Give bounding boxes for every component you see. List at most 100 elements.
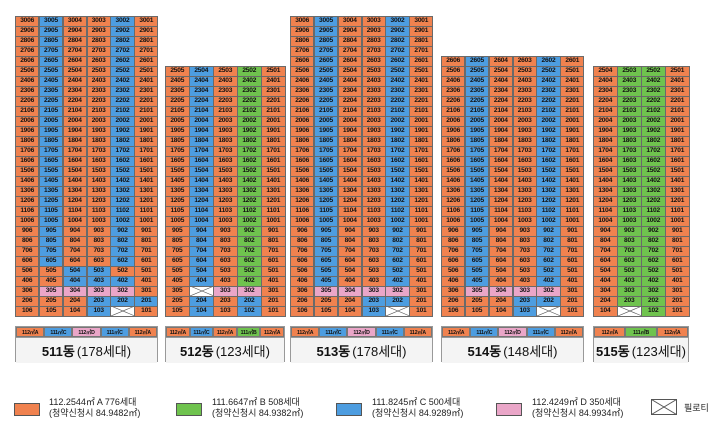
unit-cell: 1903 <box>86 126 111 137</box>
unit-cell: 2304 <box>337 86 362 97</box>
unit-cell: 2804 <box>62 36 87 47</box>
unit-cell: 1203 <box>361 196 386 207</box>
unit-cell: 105 <box>165 306 190 317</box>
unit-cell: 2001 <box>665 116 690 127</box>
unit-cell: 1404 <box>488 176 513 187</box>
unit-cell: 1802 <box>536 136 561 147</box>
unit-cell: 2604 <box>337 56 362 67</box>
unit-cell: 1202 <box>385 196 410 207</box>
unit-cell: 2001 <box>261 116 286 127</box>
unit-cell: 1304 <box>337 186 362 197</box>
unit-cell: 1104 <box>488 206 513 217</box>
unit-cell: 1804 <box>593 136 618 147</box>
unit-cell: 304 <box>337 286 362 297</box>
unit-cell: 2404 <box>62 76 87 87</box>
unit-cell: 2505 <box>165 66 190 77</box>
unit-cell: 1204 <box>488 196 513 207</box>
unit-type-label: 112㎡A <box>594 327 626 337</box>
unit-cell: 2304 <box>62 86 87 97</box>
unit-cell: 2501 <box>560 66 585 77</box>
unit-cell: 2506 <box>15 66 40 77</box>
unit-cell: 1203 <box>617 196 642 207</box>
unit-cell: 2605 <box>313 56 339 67</box>
unit-cell: 1503 <box>86 166 111 177</box>
unit-cell: 1203 <box>512 196 537 207</box>
unit-cell: 1803 <box>213 136 238 147</box>
unit-cell: 1005 <box>38 216 64 227</box>
unit-cell: 2305 <box>313 86 339 97</box>
unit-cell: 2605 <box>38 56 64 67</box>
unit-cell: 206 <box>290 296 315 307</box>
unit-cell: 306 <box>15 286 40 297</box>
unit-type-label: 111㎡C <box>319 327 348 337</box>
unit-cell: 604 <box>62 256 87 267</box>
unit-cell: 801 <box>261 236 286 247</box>
unit-cell: 1805 <box>313 136 339 147</box>
unit-cell: 503 <box>213 266 238 277</box>
unit-cell: 2902 <box>385 26 410 37</box>
unit-cell: 3004 <box>62 16 87 27</box>
unit-cell: 303 <box>361 286 386 297</box>
unit-cell: 2802 <box>110 36 135 47</box>
unit-cell: 2305 <box>464 86 490 97</box>
unit-cell: 503 <box>86 266 111 277</box>
unit-cell: 2306 <box>290 86 315 97</box>
unit-cell: 2505 <box>38 66 64 77</box>
unit-cell: 505 <box>38 266 64 277</box>
unit-cell: 205 <box>165 296 190 307</box>
unit-cell: 1106 <box>441 206 466 217</box>
unit-cell: 2103 <box>361 106 386 117</box>
unit-cell: 103 <box>86 306 111 317</box>
unit-cell: 1605 <box>38 156 64 167</box>
unit-cell: 2001 <box>134 116 159 127</box>
unit-cell: 1902 <box>536 126 561 137</box>
unit-cell: 1404 <box>189 176 214 187</box>
unit-cell: 2504 <box>593 66 618 77</box>
unit-cell: 2304 <box>189 86 214 97</box>
unit-cell: 404 <box>189 276 214 287</box>
unit-cell: 2206 <box>441 96 466 107</box>
unit-cell: 2006 <box>441 116 466 127</box>
unit-cell: 702 <box>536 246 561 257</box>
unit-cell: 2606 <box>441 56 466 67</box>
legend-swatch-d <box>496 403 522 416</box>
unit-cell: 1402 <box>237 176 262 187</box>
unit-cell: 1902 <box>110 126 135 137</box>
unit-cell: 2402 <box>237 76 262 87</box>
unit-cell: 1704 <box>488 146 513 157</box>
unit-cell: 804 <box>593 236 618 247</box>
unit-cell: 2601 <box>409 56 434 67</box>
unit-cell: 2304 <box>488 86 513 97</box>
unit-cell: 402 <box>641 276 666 287</box>
legend-item-a: 112.2544㎡ A 776세대 (청약신청시 84.9482㎡) <box>49 397 141 418</box>
unit-cell: 1102 <box>385 206 410 217</box>
unit-cell: 2306 <box>441 86 466 97</box>
unit-cell: 2004 <box>337 116 362 127</box>
unit-cell: 1704 <box>337 146 362 157</box>
unit-cell: 2101 <box>134 106 159 117</box>
unit-cell: 1501 <box>665 166 690 177</box>
unit-cell: 1102 <box>641 206 666 217</box>
pilotis-cell <box>189 286 214 297</box>
unit-cell: 2303 <box>617 86 642 97</box>
unit-cell: 102 <box>237 306 262 317</box>
unit-cell: 2104 <box>62 106 87 117</box>
unit-cell: 1903 <box>617 126 642 137</box>
unit-cell: 2002 <box>237 116 262 127</box>
unit-cell: 903 <box>213 226 238 237</box>
unit-cell: 705 <box>165 246 190 257</box>
unit-cell: 801 <box>665 236 690 247</box>
unit-cell: 103 <box>361 306 386 317</box>
unit-cell: 3001 <box>409 16 434 27</box>
unit-type-row: 112㎡A 111㎡C 112㎡A 111㎡B 112㎡A <box>166 327 284 337</box>
unit-cell: 1202 <box>237 196 262 207</box>
unit-cell: 503 <box>512 266 537 277</box>
unit-cell: 703 <box>512 246 537 257</box>
unit-cell: 2301 <box>560 86 585 97</box>
unit-cell: 1501 <box>261 166 286 177</box>
unit-cell: 2203 <box>512 96 537 107</box>
unit-cell: 1901 <box>665 126 690 137</box>
unit-cell: 105 <box>464 306 490 317</box>
unit-cell: 902 <box>536 226 561 237</box>
unit-cell: 402 <box>385 276 410 287</box>
